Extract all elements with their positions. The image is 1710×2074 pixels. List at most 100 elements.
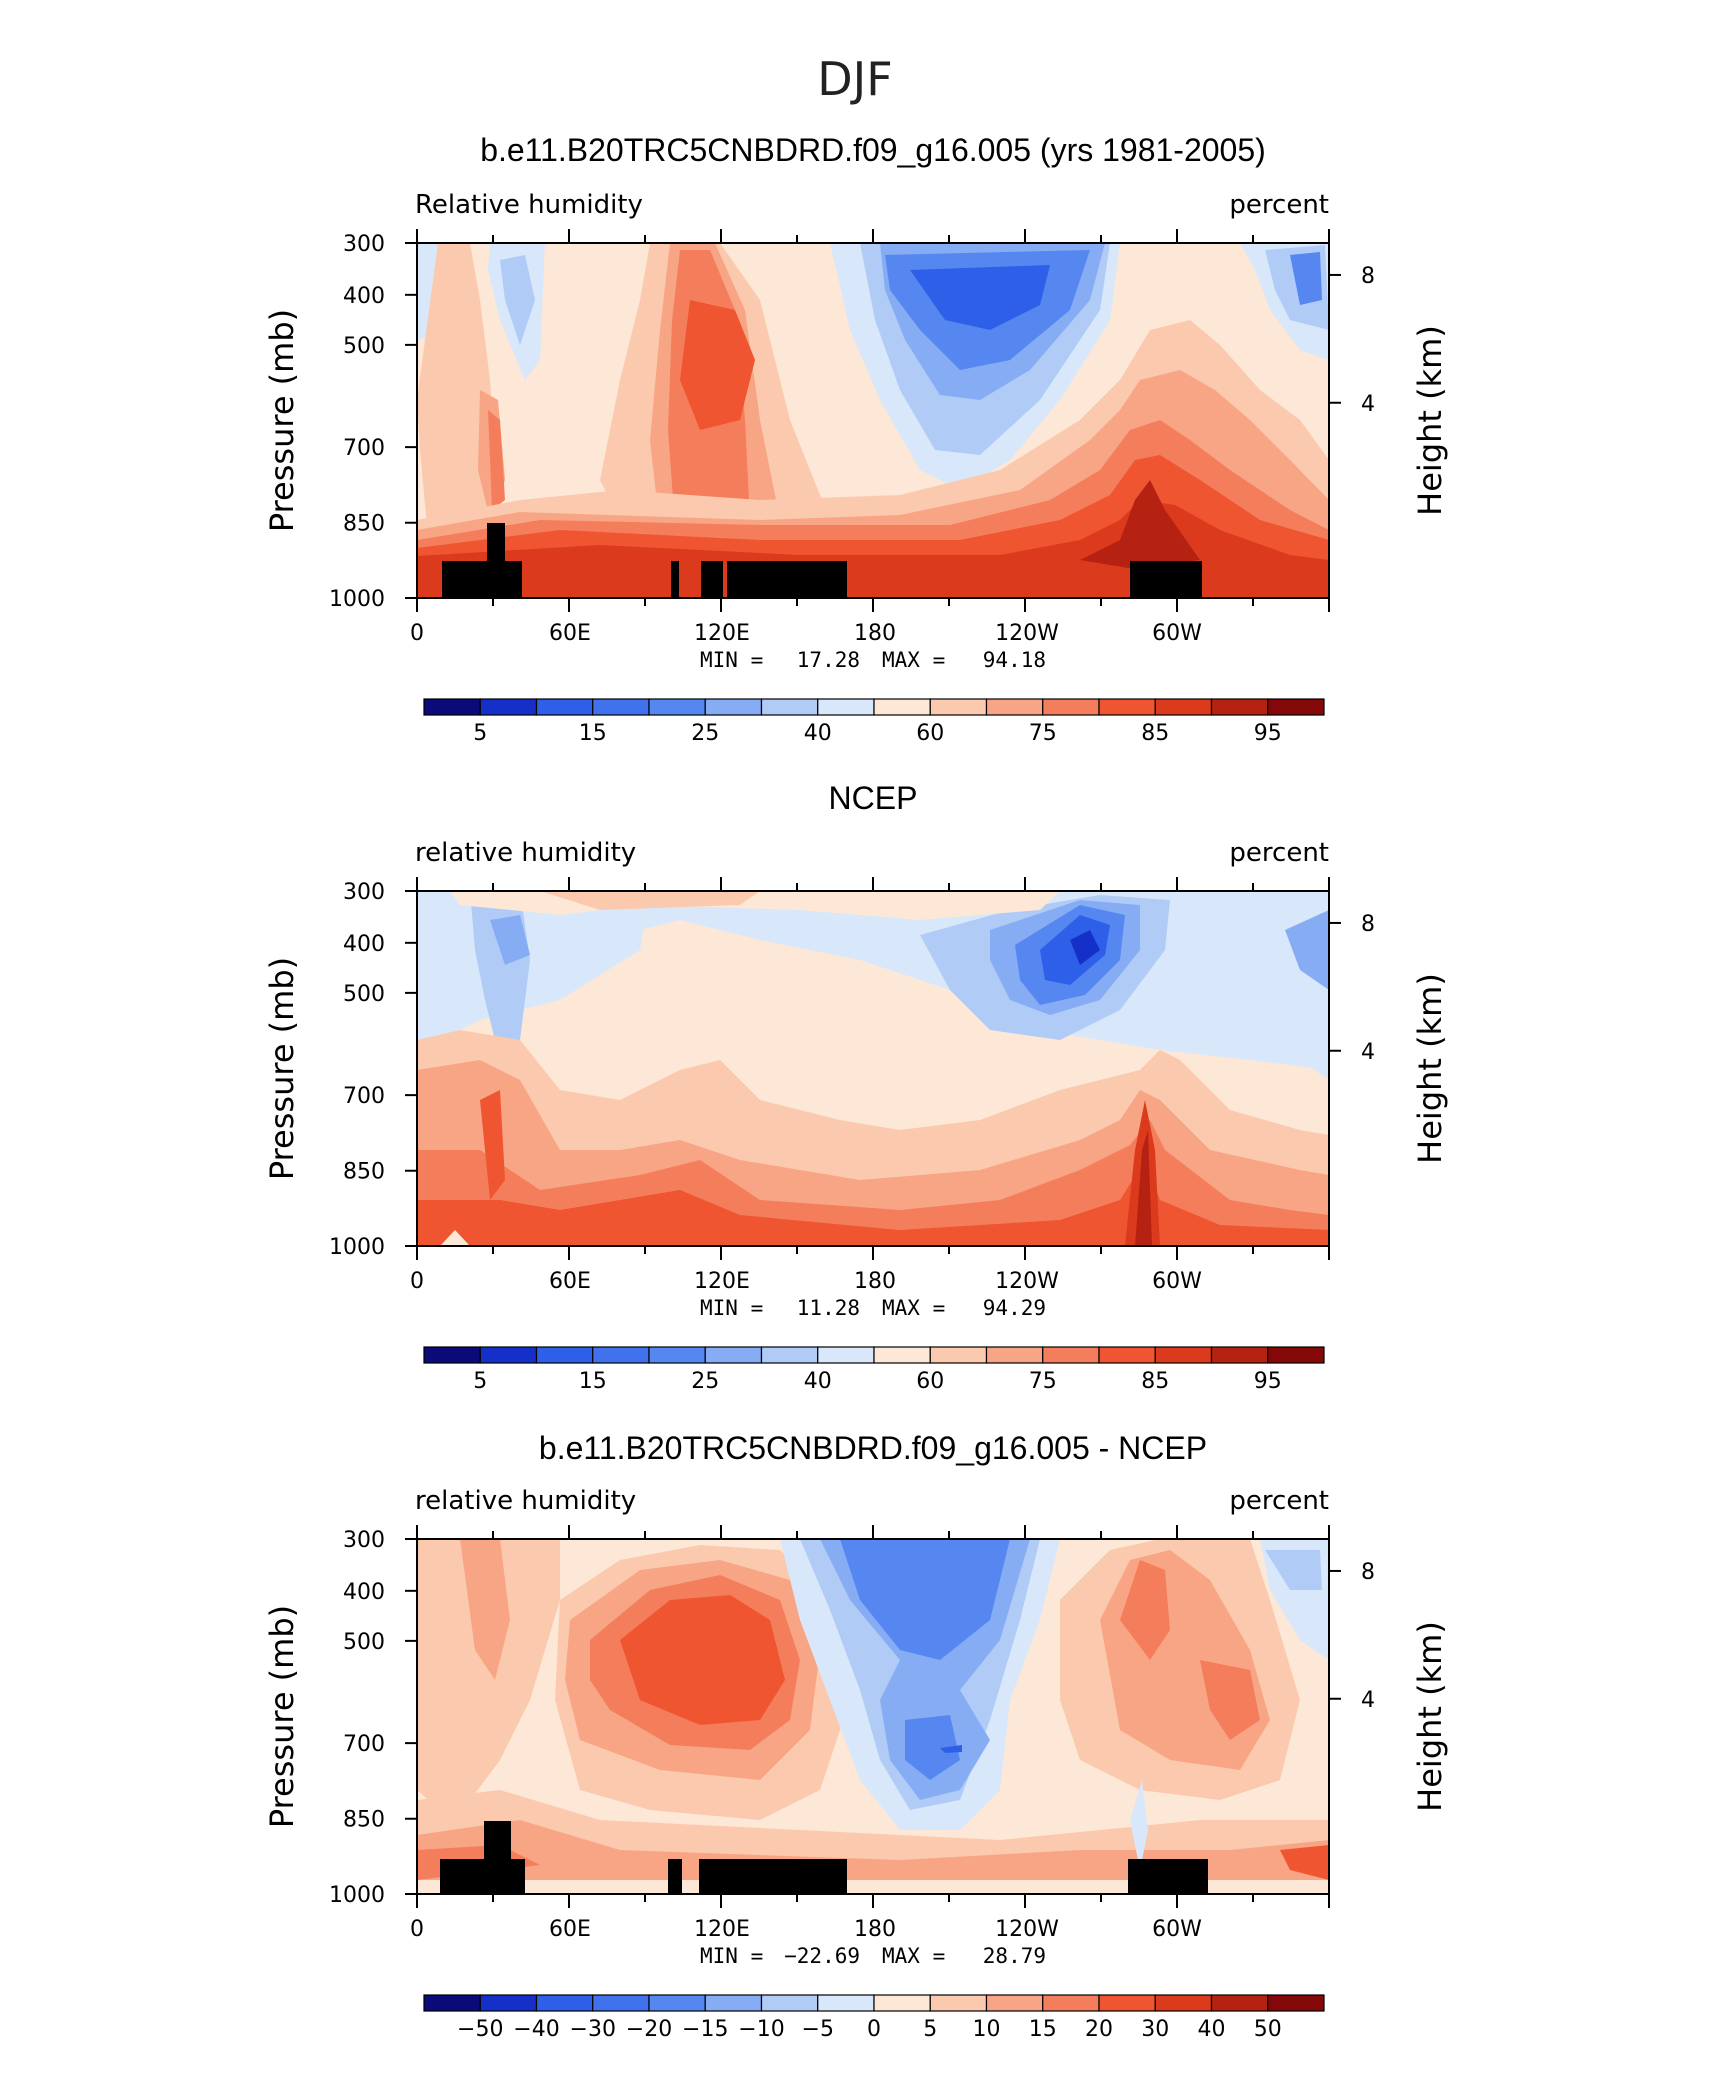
x-tick-label: 60E bbox=[549, 1917, 591, 1942]
x-tick-label: 120W bbox=[995, 621, 1059, 646]
colorbar-bin bbox=[985, 1346, 1044, 1364]
colorbar-label: 15 bbox=[579, 721, 607, 746]
y-tick-label: 300 bbox=[343, 1528, 385, 1553]
colorbar-bin bbox=[873, 1346, 931, 1364]
max-value: 94.18 bbox=[983, 648, 1046, 672]
y-tick-label: 500 bbox=[343, 1630, 385, 1655]
colorbar-bin bbox=[423, 1346, 481, 1364]
y2-axis-title: Height (km) bbox=[1411, 1621, 1449, 1812]
colorbar-label: 0 bbox=[867, 2017, 881, 2042]
min-label: MIN = bbox=[700, 1296, 763, 1320]
colorbar-bin bbox=[929, 698, 988, 716]
colorbar-label: −30 bbox=[570, 2017, 616, 2042]
colorbar-label: 5 bbox=[473, 1369, 487, 1394]
y2-axis-title: Height (km) bbox=[1411, 325, 1449, 516]
figure-title: DJF bbox=[817, 52, 892, 106]
colorbar-label: −50 bbox=[457, 2017, 503, 2042]
y-tick-label: 850 bbox=[343, 1808, 385, 1833]
panel-title: b.e11.B20TRC5CNBDRD.f09_g16.005 - NCEP bbox=[539, 1430, 1207, 1466]
y-tick-label: 300 bbox=[343, 880, 385, 905]
colorbar-label: −20 bbox=[626, 2017, 672, 2042]
colorbar-bin bbox=[1154, 1346, 1213, 1364]
y2-tick-label: 8 bbox=[1361, 264, 1375, 289]
colorbar-bin bbox=[929, 1994, 988, 2012]
colorbar-bin bbox=[817, 698, 875, 716]
colorbar-bin bbox=[704, 698, 763, 716]
y-tick-label: 400 bbox=[343, 1580, 385, 1605]
units-label: percent bbox=[1229, 838, 1329, 868]
colorbar-bin bbox=[535, 1994, 594, 2012]
variable-label: Relative humidity bbox=[415, 190, 643, 220]
colorbar-bin bbox=[873, 1994, 931, 2012]
colorbar-bin bbox=[535, 698, 594, 716]
x-tick-label: 0 bbox=[410, 1917, 424, 1942]
colorbar-bin bbox=[1267, 1994, 1325, 2012]
contour-field bbox=[417, 891, 1329, 1246]
colorbar-label: 60 bbox=[916, 1369, 944, 1394]
colorbar-label: 60 bbox=[916, 721, 944, 746]
colorbar-bin bbox=[1042, 1994, 1100, 2012]
min-label: MIN = bbox=[700, 648, 763, 672]
y-tick-label: 300 bbox=[343, 232, 385, 257]
y2-tick-label: 4 bbox=[1361, 1040, 1375, 1065]
colorbar-bin bbox=[760, 698, 819, 716]
x-tick-label: 60E bbox=[549, 1269, 591, 1294]
x-tick-label: 60W bbox=[1152, 621, 1202, 646]
colorbar-bin bbox=[648, 1994, 706, 2012]
colorbar-bin bbox=[592, 1994, 650, 2012]
x-tick-label: 120E bbox=[694, 1269, 750, 1294]
panel-title: b.e11.B20TRC5CNBDRD.f09_g16.005 (yrs 198… bbox=[480, 132, 1266, 168]
max-label: MAX = bbox=[882, 1296, 945, 1320]
colorbar-label: −40 bbox=[513, 2017, 559, 2042]
colorbar-bin bbox=[479, 1346, 538, 1364]
colorbar-label: 25 bbox=[691, 1369, 719, 1394]
colorbar-bin bbox=[704, 1346, 763, 1364]
x-tick-label: 120E bbox=[694, 1917, 750, 1942]
x-tick-label: 120E bbox=[694, 621, 750, 646]
y-tick-label: 700 bbox=[343, 1732, 385, 1757]
min-value: −22.69 bbox=[784, 1944, 860, 1968]
panel-model: b.e11.B20TRC5CNBDRD.f09_g16.005 (yrs 198… bbox=[263, 132, 1449, 746]
y-tick-label: 400 bbox=[343, 284, 385, 309]
y-tick-label: 1000 bbox=[329, 1235, 385, 1260]
colorbar-bin bbox=[873, 698, 931, 716]
y-tick-label: 850 bbox=[343, 512, 385, 537]
colorbar-bin bbox=[1267, 698, 1325, 716]
y-axis-title: Pressure (mb) bbox=[263, 1605, 301, 1828]
colorbar-bin bbox=[592, 1346, 650, 1364]
colorbar-label: −5 bbox=[802, 2017, 834, 2042]
x-tick-label: 120W bbox=[995, 1917, 1059, 1942]
colorbar-label: 50 bbox=[1254, 2017, 1282, 2042]
panel-difference: b.e11.B20TRC5CNBDRD.f09_g16.005 - NCEP r… bbox=[263, 1430, 1449, 2042]
colorbar-bin bbox=[817, 1346, 875, 1364]
colorbar-label: 40 bbox=[804, 721, 832, 746]
min-label: MIN = bbox=[700, 1944, 763, 1968]
y2-tick-label: 4 bbox=[1361, 1688, 1375, 1713]
colorbar-label: 15 bbox=[579, 1369, 607, 1394]
contour-field bbox=[417, 243, 1329, 598]
colorbar-bin bbox=[817, 1994, 875, 2012]
colorbar-label: 75 bbox=[1029, 721, 1057, 746]
max-label: MAX = bbox=[882, 648, 945, 672]
colorbar-bin bbox=[760, 1994, 819, 2012]
variable-label: relative humidity bbox=[415, 838, 636, 868]
colorbar-bin bbox=[1210, 698, 1269, 716]
y-tick-label: 500 bbox=[343, 334, 385, 359]
colorbar-label: 25 bbox=[691, 721, 719, 746]
min-value: 11.28 bbox=[797, 1296, 860, 1320]
colorbar-label: 95 bbox=[1254, 1369, 1282, 1394]
y2-tick-label: 8 bbox=[1361, 912, 1375, 937]
colorbar-label: −10 bbox=[738, 2017, 784, 2042]
max-value: 28.79 bbox=[983, 1944, 1046, 1968]
colorbar-bin bbox=[704, 1994, 763, 2012]
colorbar-label: 95 bbox=[1254, 721, 1282, 746]
x-tick-label: 60W bbox=[1152, 1917, 1202, 1942]
colorbar-bin bbox=[1042, 698, 1100, 716]
colorbar-bin bbox=[1098, 698, 1156, 716]
units-label: percent bbox=[1229, 1486, 1329, 1516]
units-label: percent bbox=[1229, 190, 1329, 220]
colorbar-bin bbox=[1042, 1346, 1100, 1364]
colorbar-bin bbox=[1154, 1994, 1213, 2012]
colorbar-bin bbox=[648, 698, 706, 716]
